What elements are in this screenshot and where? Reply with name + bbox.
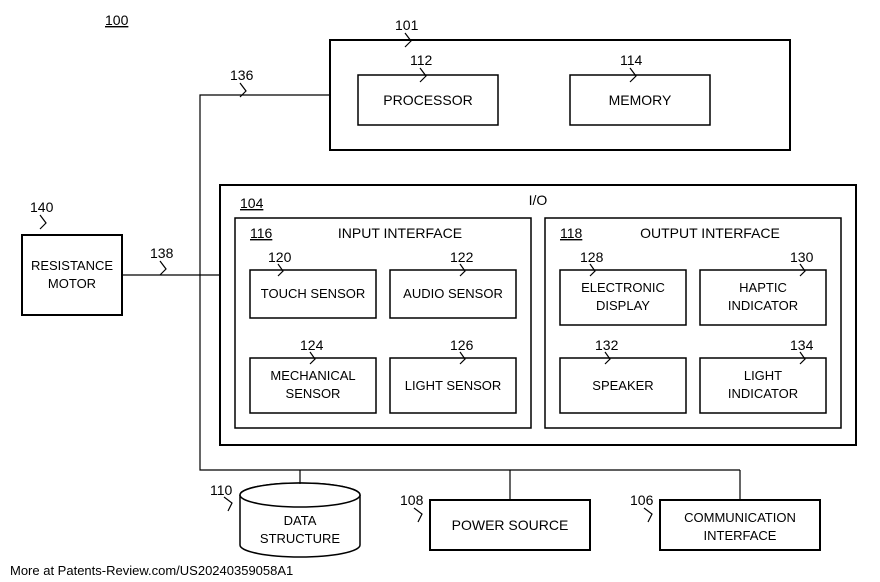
label-lightind-2: INDICATOR — [728, 386, 798, 401]
ref-108: 108 — [400, 492, 424, 508]
ref-118: 118 — [560, 225, 583, 241]
ref-110: 110 — [210, 482, 233, 498]
label-resistance-motor-2: MOTOR — [48, 276, 96, 291]
ref-140: 140 — [30, 199, 54, 215]
ref-134: 134 — [790, 337, 814, 353]
ref-101: 101 — [395, 17, 419, 33]
ref-128: 128 — [580, 249, 604, 265]
label-display-2: DISPLAY — [596, 298, 650, 313]
lead-110 — [224, 497, 232, 511]
lead-140 — [40, 215, 46, 229]
label-touch-sensor: TOUCH SENSOR — [261, 286, 366, 301]
label-memory: MEMORY — [609, 92, 672, 108]
ref-126: 126 — [450, 337, 474, 353]
ref-114: 114 — [620, 52, 643, 68]
ref-106: 106 — [630, 492, 654, 508]
label-comm-1: COMMUNICATION — [684, 510, 796, 525]
label-speaker: SPEAKER — [592, 378, 653, 393]
patent-block-diagram: 100 101 PROCESSOR 112 MEMORY 114 RESISTA… — [0, 0, 880, 582]
ref-104: 104 — [240, 195, 264, 211]
footer-text: More at Patents-Review.com/US20240359058… — [10, 563, 293, 578]
ref-124: 124 — [300, 337, 324, 353]
ref-136: 136 — [230, 67, 254, 83]
label-audio-sensor: AUDIO SENSOR — [403, 286, 503, 301]
label-data-structure-2: STRUCTURE — [260, 531, 340, 546]
ref-116: 116 — [250, 225, 273, 241]
label-lightind-1: LIGHT — [744, 368, 782, 383]
ref-100: 100 — [105, 12, 129, 28]
ref-112: 112 — [410, 52, 433, 68]
label-light-sensor: LIGHT SENSOR — [405, 378, 502, 393]
ref-120: 120 — [268, 249, 292, 265]
label-comm-2: INTERFACE — [704, 528, 777, 543]
block-resistance-motor — [22, 235, 122, 315]
label-resistance-motor-1: RESISTANCE — [31, 258, 113, 273]
ref-132: 132 — [595, 337, 619, 353]
label-input-interface: INPUT INTERFACE — [338, 225, 462, 241]
label-io: I/O — [529, 192, 548, 208]
lead-108 — [414, 508, 422, 522]
ref-130: 130 — [790, 249, 814, 265]
label-processor: PROCESSOR — [383, 92, 472, 108]
label-haptic-1: HAPTIC — [739, 280, 787, 295]
label-data-structure-1: DATA — [284, 513, 317, 528]
ref-122: 122 — [450, 249, 474, 265]
lead-138z — [160, 261, 166, 275]
label-haptic-2: INDICATOR — [728, 298, 798, 313]
lead-106 — [644, 508, 652, 522]
label-power-source: POWER SOURCE — [452, 517, 569, 533]
label-display-1: ELECTRONIC — [581, 280, 665, 295]
ref-138: 138 — [150, 245, 174, 261]
label-mechanical-2: SENSOR — [286, 386, 341, 401]
label-mechanical-1: MECHANICAL — [270, 368, 355, 383]
label-output-interface: OUTPUT INTERFACE — [640, 225, 780, 241]
